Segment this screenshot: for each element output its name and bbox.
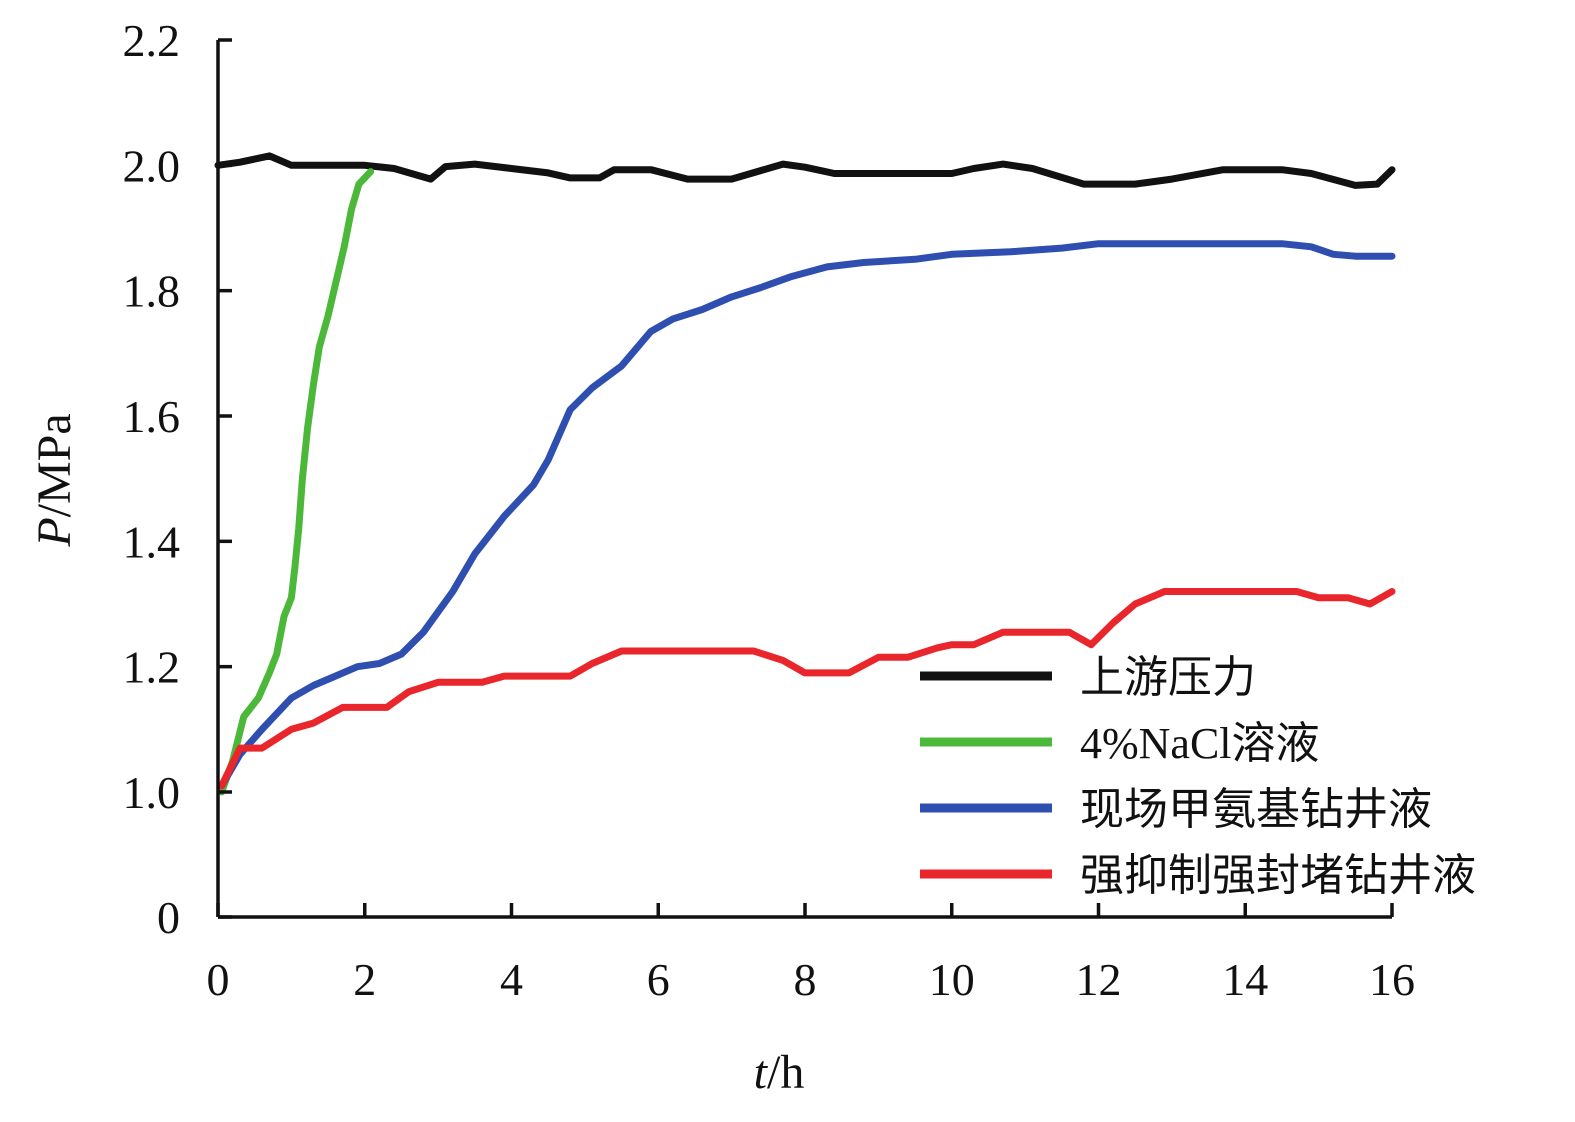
- y-tick-label: 0: [157, 892, 180, 943]
- x-axis-variable: t: [754, 1046, 769, 1099]
- y-tick-label: 1.2: [123, 642, 181, 693]
- x-axis-title: t/h: [754, 1046, 805, 1099]
- series-line-3: [218, 588, 1396, 790]
- y-tick-label: 1.4: [123, 516, 181, 567]
- y-tick-label: 1.8: [123, 266, 181, 317]
- y-axis-variable: P: [28, 517, 81, 547]
- x-tick-label: 0: [207, 954, 230, 1005]
- x-tick-label: 2: [353, 954, 376, 1005]
- y-axis-title: P/MPa: [28, 413, 81, 547]
- series-line-2: [218, 240, 1396, 790]
- y-axis-unit: /MPa: [28, 413, 81, 517]
- y-tick-label: 1.6: [123, 391, 181, 442]
- y-tick-label: 2.2: [123, 15, 181, 66]
- y-tick-label: 2.0: [123, 140, 181, 191]
- x-axis-unit: /h: [767, 1046, 804, 1099]
- x-tick-label: 6: [647, 954, 670, 1005]
- x-tick-label: 8: [794, 954, 817, 1005]
- x-tick-label: 16: [1369, 954, 1415, 1005]
- series-line-0: [214, 152, 1396, 189]
- legend-label-3: 强抑制强封堵钻井液: [1080, 851, 1476, 900]
- x-axis-ticks: 0 2 4 6 8 10 12 14 16: [207, 903, 1415, 1005]
- legend-label-0: 上游压力: [1080, 653, 1256, 702]
- series-line-1: [218, 168, 375, 796]
- x-tick-label: 14: [1222, 954, 1268, 1005]
- x-tick-label: 4: [500, 954, 523, 1005]
- x-tick-label: 12: [1076, 954, 1122, 1005]
- y-axis-ticks: 0 1.0 1.2 1.4 1.6 1.8 2.0 2.2: [123, 15, 232, 943]
- plot-area: [214, 152, 1396, 796]
- x-tick-label: 10: [929, 954, 975, 1005]
- legend-label-1: 4%NaCl溶液: [1080, 719, 1320, 768]
- legend-label-2: 现场甲氨基钻井液: [1080, 785, 1432, 834]
- y-tick-label: 1.0: [123, 767, 181, 818]
